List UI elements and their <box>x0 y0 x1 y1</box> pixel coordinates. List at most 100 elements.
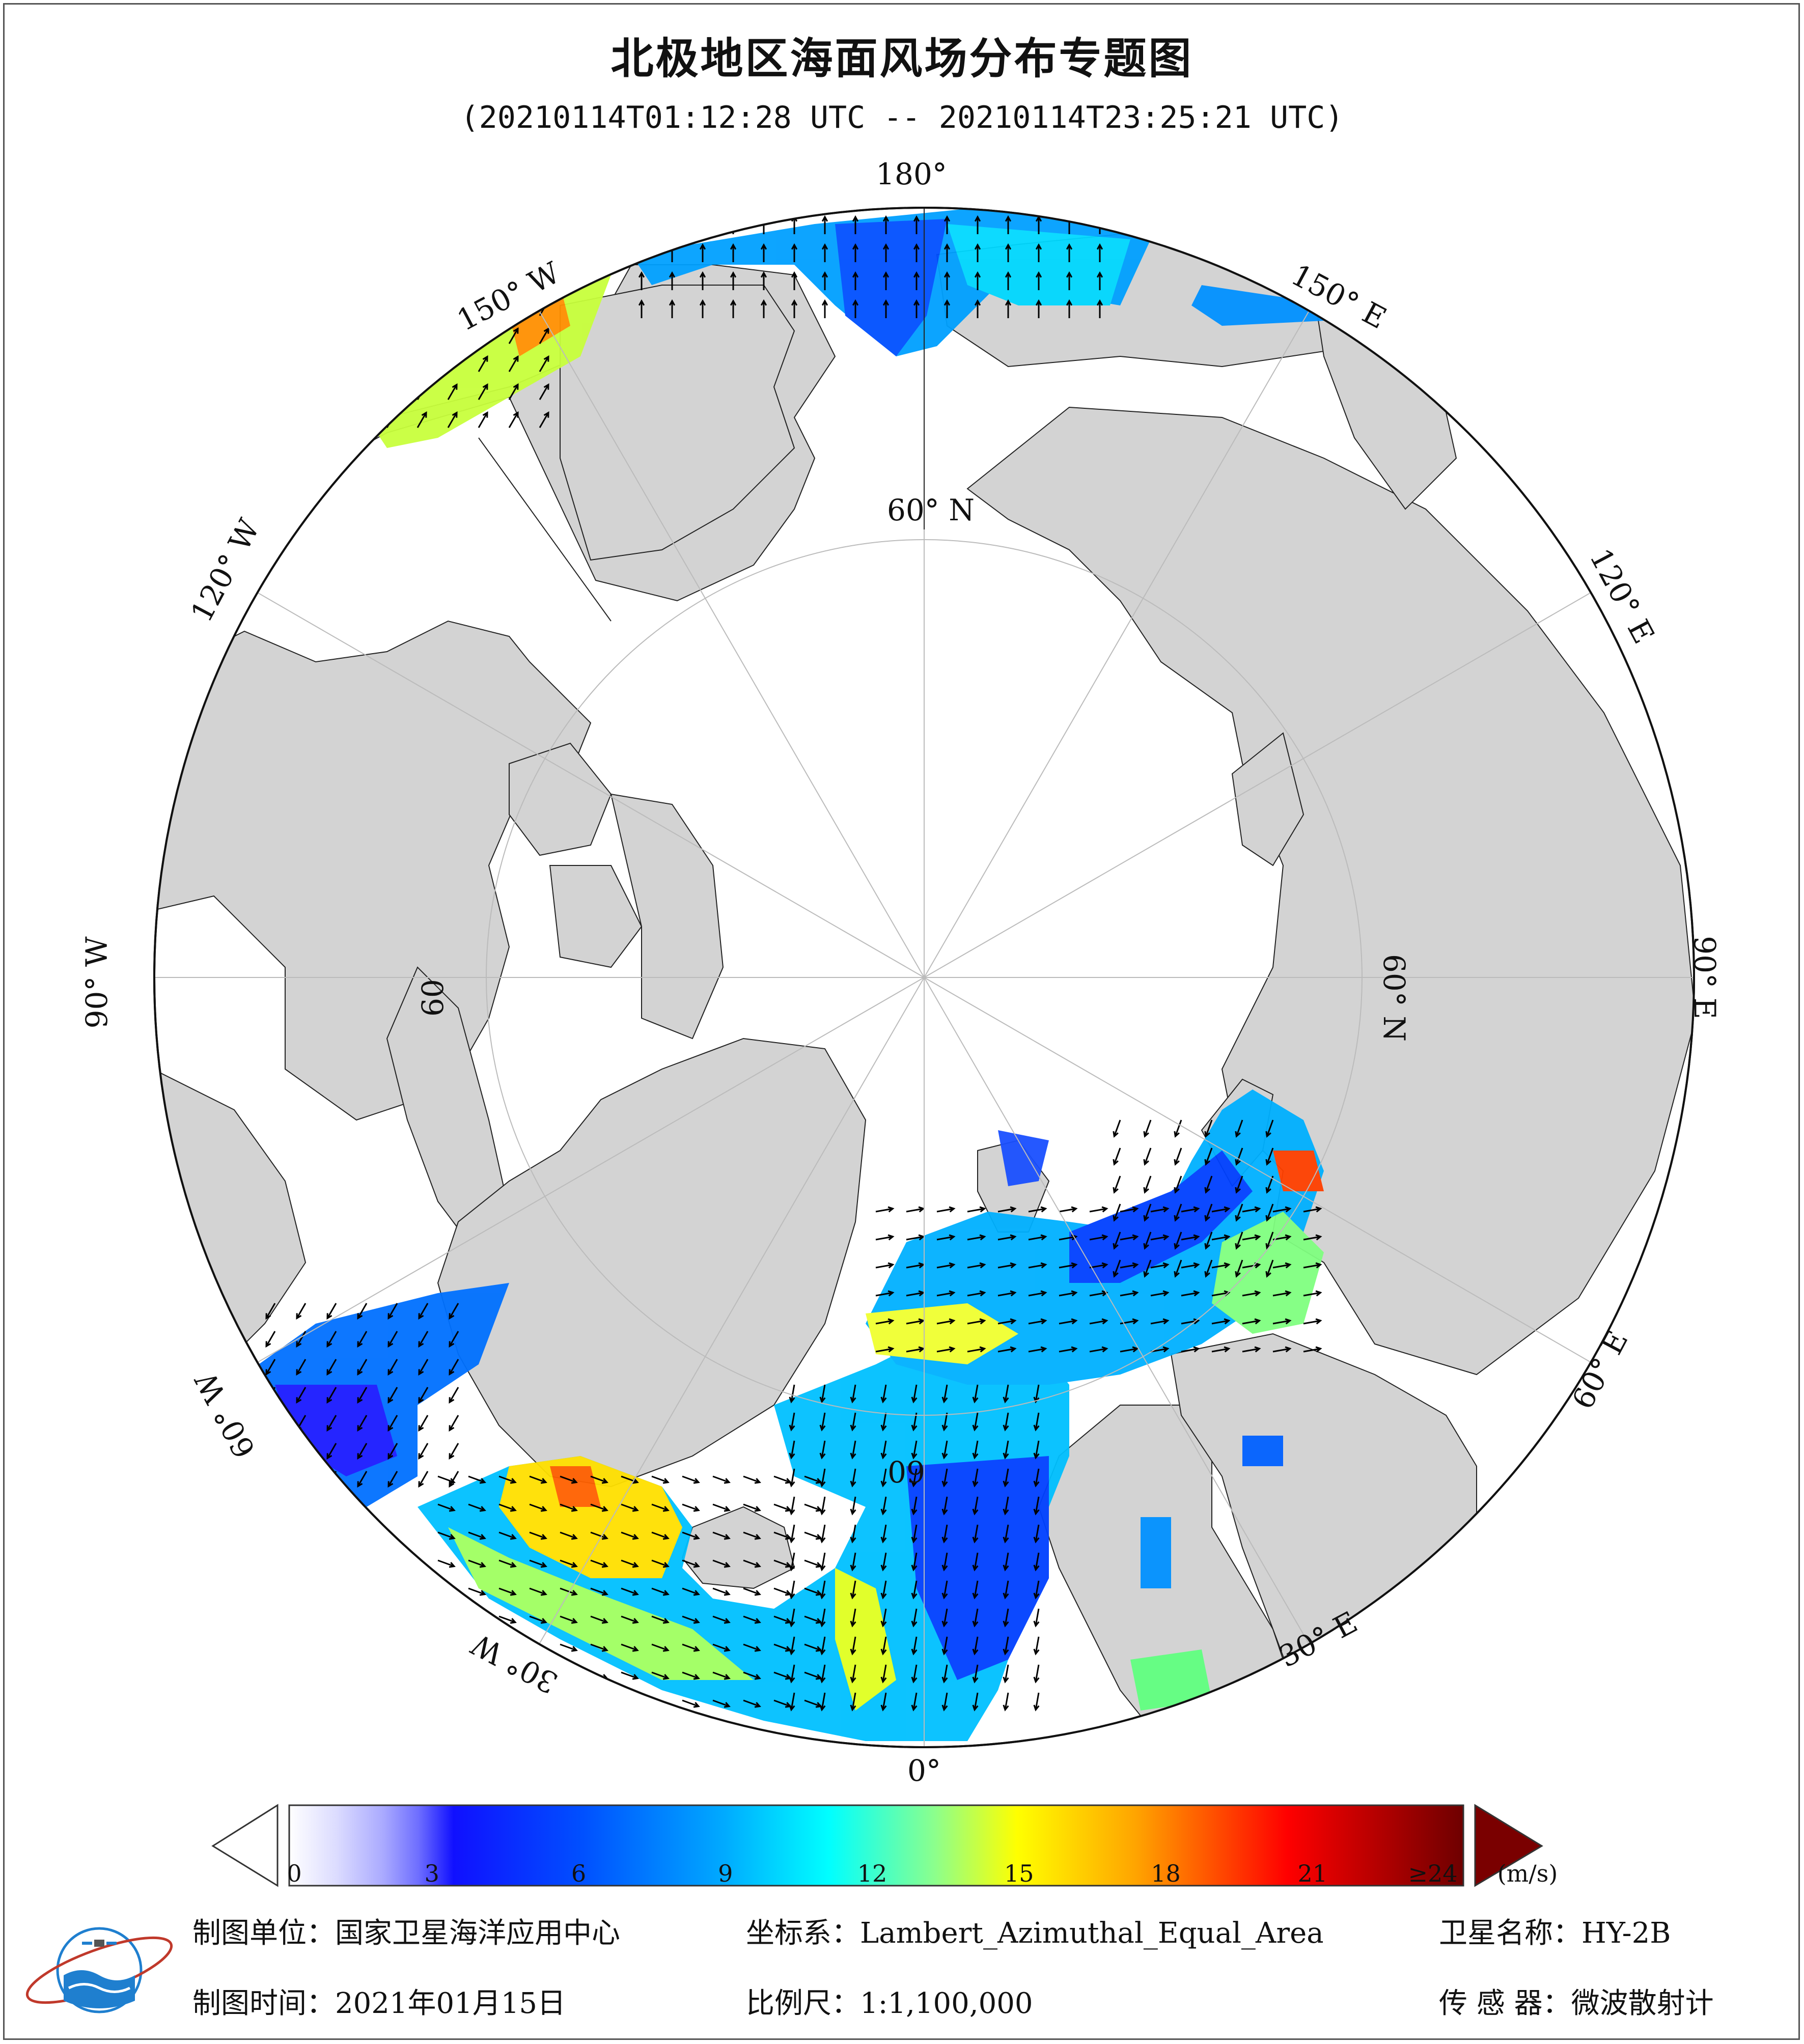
meridian-line <box>257 592 925 978</box>
label-lon-90w: 90° W <box>79 936 114 1028</box>
wind-arrow <box>997 1318 1017 1325</box>
wind-arrow <box>1242 1234 1261 1241</box>
wind-arrow <box>850 1496 856 1516</box>
wind-arrow <box>1066 243 1073 262</box>
wind-arrow <box>850 1384 856 1404</box>
wind-arrow <box>967 1206 986 1213</box>
label-lat-60n-right: 60° N <box>1377 954 1411 1042</box>
wind-arrow <box>730 243 737 262</box>
wind-arrow <box>913 215 920 234</box>
wind-arrow <box>387 1471 398 1488</box>
wind-arrow <box>529 1615 547 1624</box>
wind-arrow <box>791 299 798 318</box>
wind-arrow <box>296 1471 307 1488</box>
wind-arrow <box>1028 1346 1047 1353</box>
wind-arrow <box>621 1615 639 1624</box>
wind-arrow <box>789 1608 795 1628</box>
wind-arrow <box>449 1415 459 1432</box>
wind-arrow <box>560 1587 578 1596</box>
wind-arrow <box>1143 1259 1152 1278</box>
wind-arrow <box>972 1664 979 1684</box>
wind-arrow <box>1035 299 1042 318</box>
wind-arrow <box>972 1692 979 1712</box>
wind-arrow <box>880 1580 887 1600</box>
wind-arrow <box>1028 1262 1047 1269</box>
wind-arrow <box>387 1331 398 1348</box>
meridian-line <box>924 977 1310 1644</box>
wind-arrow <box>1028 1290 1047 1297</box>
wind-arrow <box>1120 1346 1139 1353</box>
colorbar-tick-label: 15 <box>1004 1860 1034 1887</box>
wind-arrow <box>850 1468 856 1488</box>
wind-arrow <box>265 1443 276 1460</box>
wind-arrow <box>387 1359 398 1376</box>
wind-arrow <box>1303 1234 1322 1241</box>
wind-arrow <box>789 1692 795 1712</box>
wind-arrow <box>296 1303 307 1320</box>
wind-arrow <box>449 1331 459 1348</box>
wind-arrow <box>880 1412 887 1432</box>
wind-arrow <box>941 1412 948 1432</box>
map-date: 制图时间：2021年01月15日 <box>192 1987 566 2020</box>
wind-arrow <box>468 1671 486 1680</box>
wind-arrow <box>1181 1262 1200 1269</box>
label-lat-60n-top: 60° N <box>887 493 975 527</box>
wind-arrow <box>1113 1231 1121 1250</box>
wind-arrow <box>447 383 458 400</box>
land-arctic-islands-2 <box>549 865 643 968</box>
wind-arrow <box>1150 1290 1170 1297</box>
wind-arrow <box>789 1412 795 1432</box>
wind-arrow <box>882 243 890 262</box>
wind-arrow <box>326 1443 337 1460</box>
wind-arrow <box>972 1496 979 1516</box>
wind-arrow <box>1033 1524 1040 1544</box>
wind-arrow <box>1204 1119 1213 1138</box>
wind-arrow <box>743 1559 761 1568</box>
wind-arrow <box>789 1552 795 1572</box>
wind-arrow <box>760 299 767 318</box>
wind-arrow <box>972 1524 979 1544</box>
wind-arrow <box>819 1692 826 1712</box>
wind-arrow <box>1174 1231 1182 1250</box>
wind-arrow <box>743 1643 761 1652</box>
map-disc-outline <box>153 207 1695 1748</box>
wind-arrow <box>699 271 706 290</box>
wind-arrow <box>296 1331 307 1348</box>
meridian-line <box>924 977 1591 1363</box>
wind-arrow <box>1181 1234 1200 1241</box>
wind-arrow <box>449 1387 459 1404</box>
wind-arrow <box>651 1643 670 1652</box>
wind-arrow <box>941 1552 948 1572</box>
wind-arrow <box>1204 1175 1213 1194</box>
wind-arrow <box>326 1415 337 1432</box>
wind-arrow <box>941 1384 948 1404</box>
swath-baltic <box>1141 1517 1171 1588</box>
wind-arrow <box>997 1290 1017 1297</box>
wind-arrow <box>880 1608 887 1628</box>
wind-arrow <box>941 1580 948 1600</box>
wind-arrow <box>590 1475 608 1484</box>
wind-arrow <box>1003 1692 1009 1712</box>
label-lon-90e: 90° E <box>1687 936 1722 1019</box>
wind-arrow <box>967 1290 986 1297</box>
wind-arrow <box>819 1608 826 1628</box>
wind-arrow <box>560 1615 578 1624</box>
wind-arrow <box>529 1699 547 1708</box>
wind-arrow <box>638 243 645 262</box>
satellite-name: 卫星名称：HY-2B <box>1439 1917 1671 1950</box>
wind-arrow <box>1265 1259 1274 1278</box>
wind-arrow <box>468 1587 486 1596</box>
wind-arrow <box>1143 1147 1152 1166</box>
wind-arrow <box>760 271 767 290</box>
wind-arrow <box>1143 1119 1152 1138</box>
wind-arrow <box>1003 1384 1009 1404</box>
wind-arrow <box>437 1671 456 1680</box>
wind-arrow <box>1059 1206 1078 1213</box>
wind-arrow <box>590 1587 608 1596</box>
wind-arrow <box>972 1384 979 1404</box>
wind-arrow <box>850 1692 856 1712</box>
wind-arrow <box>880 1664 887 1684</box>
wind-arrow <box>699 299 706 318</box>
wind-arrow <box>906 1346 925 1353</box>
wind-arrow <box>590 1699 608 1708</box>
